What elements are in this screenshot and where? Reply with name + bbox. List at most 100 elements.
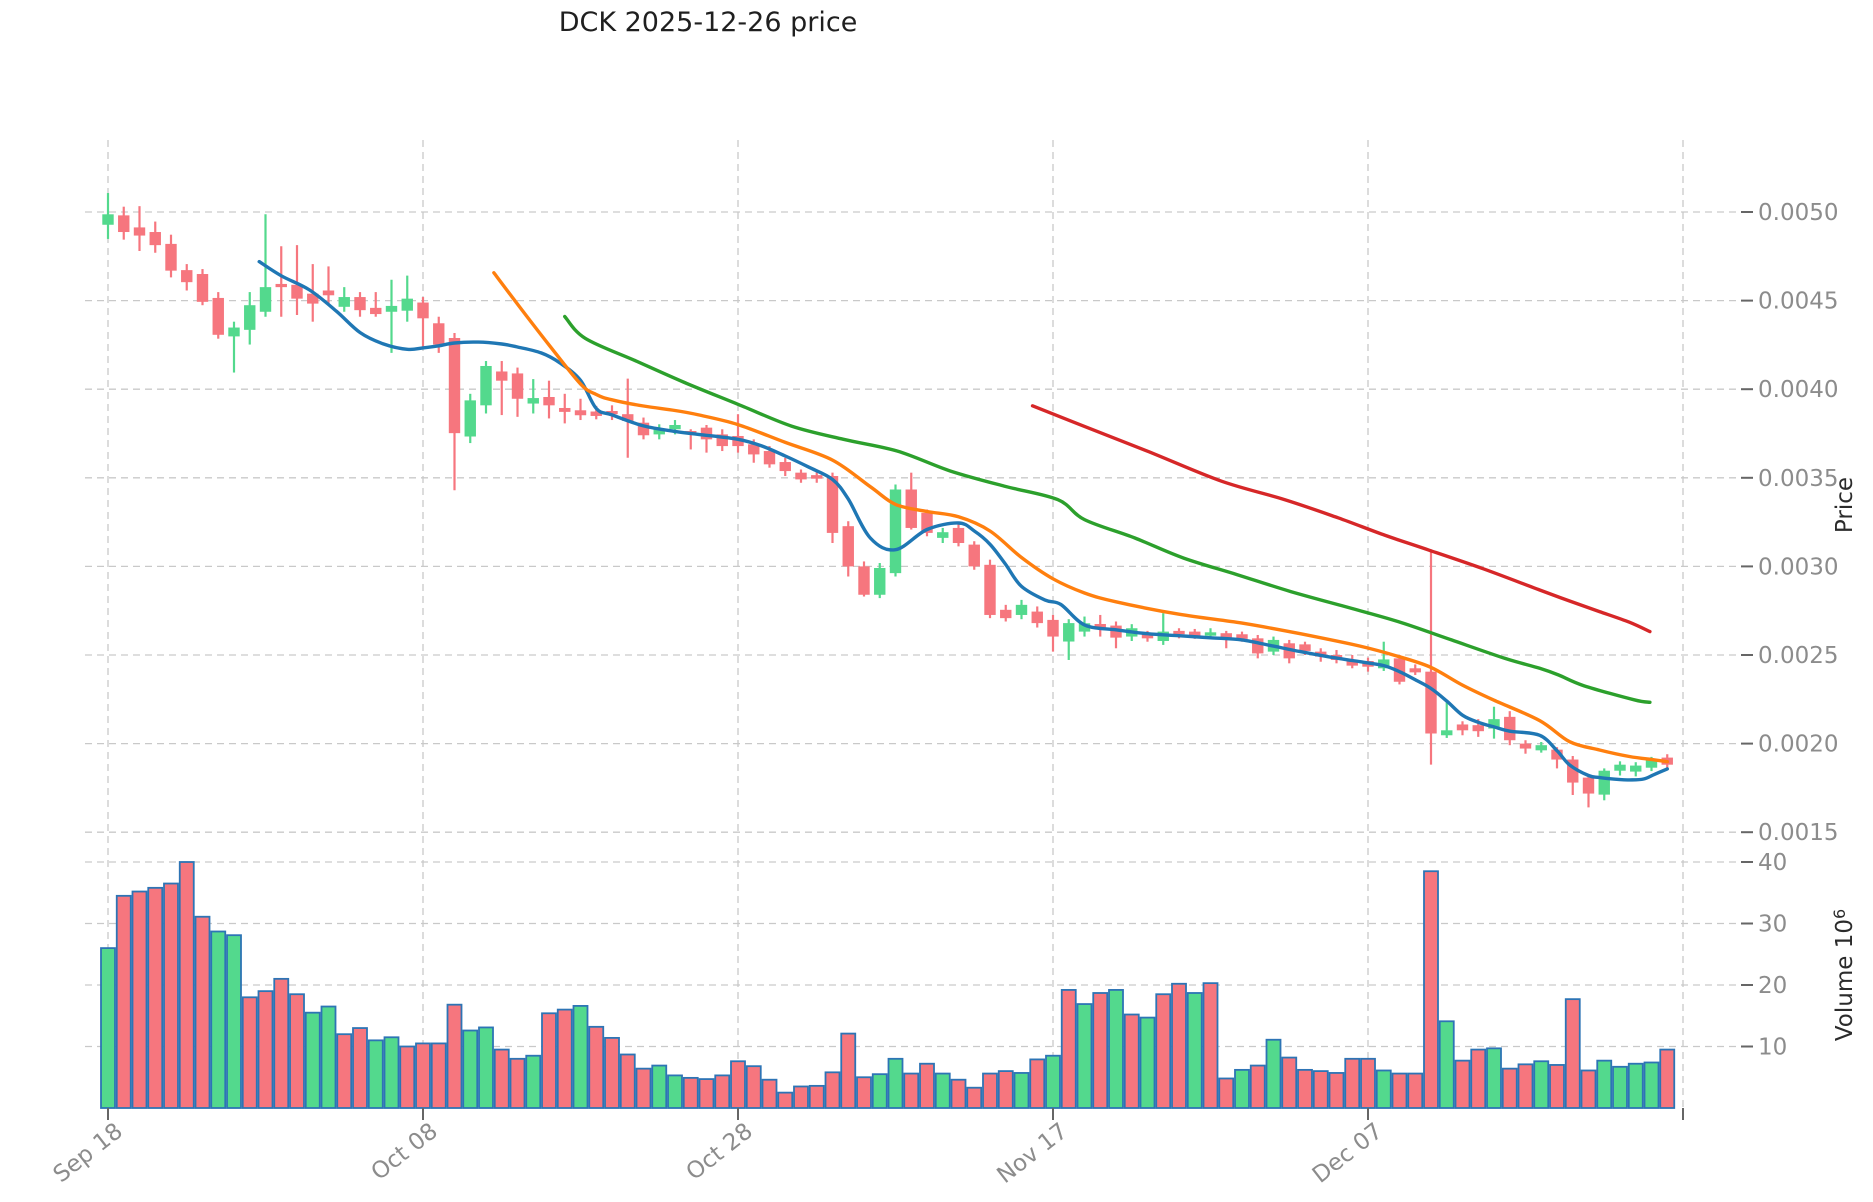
volume-bar [1407,1072,1424,1109]
volume-bar [1423,870,1439,1109]
candle-body [1204,632,1217,636]
volume-bar [793,1085,809,1109]
candle-body [448,337,461,434]
volume-bar [1045,1054,1061,1109]
candle-body [1000,609,1012,619]
volume-bar [1517,1063,1534,1109]
candle-body [1645,759,1658,768]
volume-bar [1375,1069,1392,1109]
volume-bar [556,1008,573,1109]
volume-bar [1202,982,1219,1109]
volume-bar [604,1036,620,1109]
volume-bar [289,993,305,1109]
volume-bar [1108,989,1124,1109]
candle-body [307,293,319,304]
price-axis-label: Price [1832,477,1858,533]
volume-bar [320,1005,337,1109]
price-tick-label: 0.0035 [1758,466,1838,492]
volume-bar [1249,1064,1266,1109]
candle-body [1409,668,1421,673]
candle-body [1425,671,1437,734]
volume-bar [966,1086,983,1109]
ma-line-ma30 [563,314,1652,704]
candle-body [590,411,602,416]
candle-body [1252,638,1264,654]
candle-body [763,451,776,465]
candle-body [133,227,146,236]
candle-body [1567,759,1579,783]
candle-body [1551,749,1563,760]
volume-bar [462,1029,479,1109]
volume-bar [1328,1072,1345,1109]
volume-bar [1076,1003,1093,1109]
volume-bar [903,1072,920,1109]
volume-bar [1580,1069,1597,1109]
volume-bar [1234,1068,1250,1109]
candle-body [212,297,224,335]
volume-bar [1564,998,1581,1109]
volume-bar [1486,1047,1502,1109]
volume-bar [745,1065,762,1109]
volume-bar [777,1091,794,1109]
candle-body [1015,604,1028,615]
price-tick-label: 0.0040 [1758,377,1838,403]
candle-body [1488,719,1500,729]
volume-bar [194,915,211,1109]
volume-bar [163,882,179,1109]
volume-bar [446,1003,463,1109]
volume-bar [304,1011,321,1109]
volume-bar [493,1048,510,1109]
candle-body [244,305,256,330]
candle-body [858,566,870,595]
volume-bar [824,1071,841,1109]
volume-bar [1533,1060,1550,1109]
volume-bar [808,1084,825,1109]
volume-bar [651,1064,668,1109]
candle-body [1456,724,1469,731]
candle-body [574,410,587,416]
candle-body [826,476,839,533]
candle-body [1535,745,1547,751]
price-tick-label: 0.0025 [1758,643,1838,669]
volume-bar [588,1025,605,1109]
volume-tick-label: 10 [1758,1035,1787,1061]
candle-body [1630,765,1642,772]
candle-body [480,365,492,406]
volume-bar [1092,992,1109,1109]
candle-body [968,544,980,567]
volume-bar [509,1057,526,1109]
candle-body [559,407,571,412]
volume-bar [572,1005,589,1109]
candle-body [417,302,429,319]
candle-body [275,283,287,288]
ma-line-ma10 [257,259,1669,782]
volume-bar [1265,1038,1282,1109]
volume-bar [997,1070,1014,1109]
volume-bar [147,886,164,1109]
candle-body [874,567,886,595]
candle-body [259,287,272,312]
volume-bar [635,1067,652,1109]
candle-body [1582,777,1595,794]
price-tick-label: 0.0015 [1758,820,1838,846]
candle-body [1141,633,1154,639]
candle-body [385,305,398,312]
volume-bar [383,1036,400,1109]
price-tick-label: 0.0045 [1758,289,1838,315]
volume-layer [100,861,1676,1109]
volume-axis-exponent: 6 [1830,909,1849,919]
volume-bar [131,890,148,1109]
candle-body [732,435,744,447]
candle-body [700,427,713,440]
volume-bar [541,1012,557,1109]
volume-bar [1596,1059,1613,1109]
volume-bar [619,1053,636,1109]
candle-body [1472,725,1484,732]
candle-body [1189,631,1201,636]
volume-bar [840,1032,857,1109]
volume-bar [919,1062,935,1109]
candle-body [1063,623,1075,642]
volume-bar [352,1027,368,1109]
